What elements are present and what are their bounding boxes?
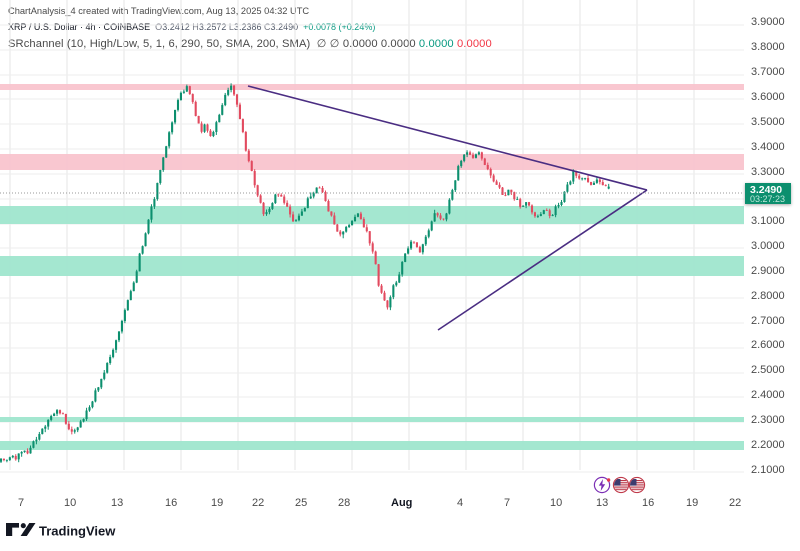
svg-text:TradingView: TradingView: [39, 523, 116, 538]
